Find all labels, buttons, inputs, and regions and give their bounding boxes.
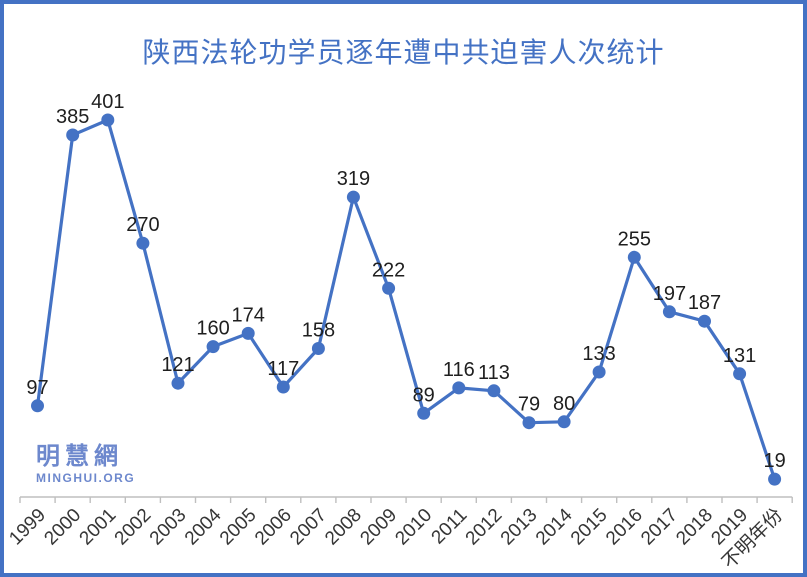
data-point — [66, 128, 80, 142]
x-tick-label: 2001 — [76, 505, 121, 550]
data-point — [557, 415, 571, 429]
data-point — [487, 384, 501, 398]
data-label: 255 — [618, 228, 651, 250]
x-tick-label: 2015 — [567, 505, 612, 550]
data-point — [733, 367, 747, 381]
data-label: 158 — [302, 320, 335, 342]
data-label: 160 — [196, 318, 229, 340]
data-point — [522, 416, 536, 430]
data-label: 117 — [267, 358, 299, 380]
data-label: 79 — [518, 394, 540, 416]
x-tick-label: 2006 — [251, 505, 296, 550]
data-label: 385 — [56, 106, 89, 128]
x-tick-label: 2005 — [216, 505, 261, 550]
data-point — [206, 340, 220, 354]
data-label: 97 — [26, 377, 48, 399]
data-label: 319 — [337, 168, 370, 190]
data-point — [382, 281, 396, 295]
minghui-logo-text: 明慧網 — [36, 443, 123, 470]
data-label: 133 — [582, 343, 615, 365]
data-label: 19 — [763, 450, 785, 472]
data-point — [346, 190, 360, 204]
x-tick-label: 2003 — [146, 505, 191, 550]
data-label: 174 — [232, 304, 265, 326]
data-label: 89 — [413, 384, 435, 406]
data-label: 187 — [688, 292, 721, 314]
data-line — [35, 118, 777, 481]
data-label: 131 — [723, 345, 756, 367]
data-point — [171, 376, 185, 390]
x-tick-label: 2000 — [40, 505, 85, 550]
data-point — [698, 314, 711, 328]
data-point — [311, 342, 325, 355]
x-tick-label: 2018 — [672, 505, 717, 550]
data-point — [276, 380, 290, 394]
chart-title: 陕西法轮功学员逐年遭中共迫害人次统计 — [142, 37, 665, 68]
data-point — [241, 326, 255, 340]
data-point — [452, 381, 466, 395]
minghui-watermark: 明慧網 MINGHUI.ORG — [36, 443, 136, 485]
x-tick-label: 2016 — [602, 505, 647, 550]
x-tick-label: 2002 — [111, 505, 156, 550]
x-tick-label: 2010 — [391, 505, 436, 550]
data-label: 113 — [478, 362, 510, 384]
minghui-site-text: MINGHUI.ORG — [36, 471, 136, 485]
data-label: 121 — [161, 354, 194, 376]
data-point — [627, 250, 641, 264]
x-tick-label: 2014 — [532, 504, 577, 549]
x-tick-label: 2004 — [181, 504, 226, 549]
data-label: 116 — [443, 359, 475, 381]
data-point — [136, 236, 150, 250]
data-label: 222 — [372, 259, 405, 281]
x-tick-label: 2012 — [462, 505, 507, 550]
data-point — [101, 113, 115, 127]
data-point — [417, 406, 431, 420]
x-tick-label: 2009 — [356, 505, 401, 550]
data-label: 80 — [553, 393, 575, 415]
data-label: 197 — [653, 283, 686, 305]
x-tick-label: 2011 — [428, 505, 472, 549]
x-tick-label: 2017 — [637, 505, 682, 550]
x-tick-label: 2013 — [497, 505, 542, 550]
data-point — [662, 305, 676, 319]
data-point — [768, 472, 782, 486]
data-point — [592, 365, 606, 379]
data-point — [31, 399, 44, 413]
data-label: 270 — [126, 214, 159, 236]
data-label: 401 — [91, 91, 124, 113]
x-tick-label: 1999 — [5, 505, 50, 550]
x-tick-label: 2008 — [321, 505, 366, 550]
x-tick-label: 2007 — [286, 505, 331, 550]
